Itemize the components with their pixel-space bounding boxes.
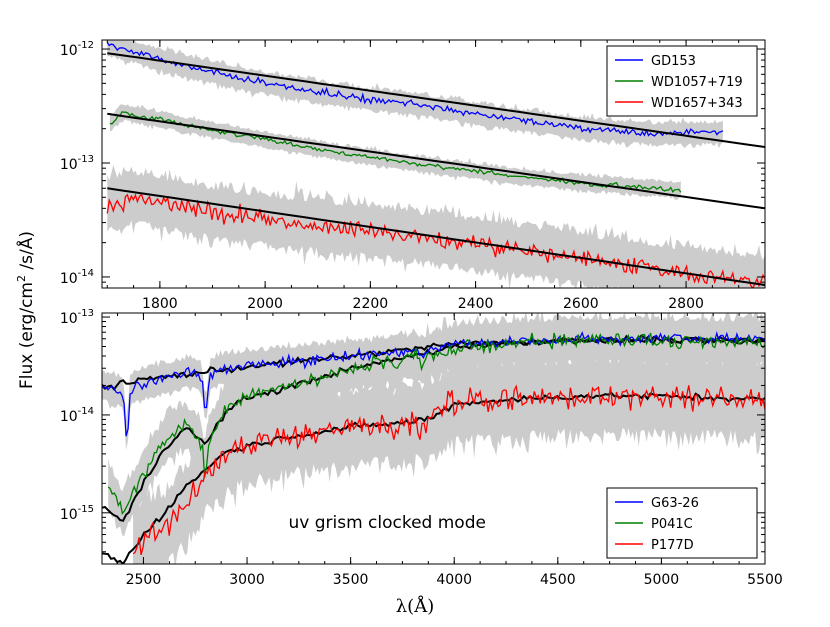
y-tick-label: 10-15 [60, 504, 94, 523]
y-tick-label: 10-14 [60, 406, 94, 425]
x-tick-label: 5500 [747, 572, 783, 588]
legend-label: WD1057+719 [651, 75, 743, 90]
x-tick-label: 2800 [668, 296, 704, 312]
y-tick-label: 10-13 [60, 154, 94, 173]
model-line-wd1657-343-model [107, 187, 765, 286]
bottom-axes-frame [101, 312, 766, 565]
series-line-wd1657-343 [106, 193, 765, 288]
y-axis-label-rest: /s/Å) [15, 231, 37, 275]
x-tick-label: 2000 [247, 296, 283, 312]
model-line-gd153-model [107, 52, 765, 148]
series-line-gd153 [106, 42, 724, 137]
y-tick-label: 10-14 [60, 268, 94, 287]
model-line-wd1057-719-model [107, 112, 765, 210]
legend-label: GD153 [651, 54, 696, 69]
error-band-p041c [108, 313, 765, 536]
x-tick-label: 2400 [458, 296, 494, 312]
x-tick-label: 4500 [540, 572, 576, 588]
bottom-plot-area [102, 313, 765, 564]
panel-annotation: uv grism clocked mode [288, 513, 485, 533]
bottom-panel: 2500 3000 3500 4000 4500 5000 5500 10-15 10-14 10… [60, 308, 783, 588]
legend-label: WD1657+343 [651, 96, 743, 111]
x-tick-label: 3500 [333, 572, 369, 588]
x-tick-label: 1800 [142, 296, 178, 312]
legend-label: P041C [651, 517, 693, 532]
legend-label: P177D [651, 538, 694, 553]
series-line-p177d [132, 384, 765, 556]
legend-label: G63-26 [651, 496, 699, 511]
y-tick-label: 10-12 [60, 40, 94, 59]
x-axis-label: λ(Å) [396, 595, 434, 617]
bottom-legend: G63-26 P041C P177D [606, 487, 758, 559]
y-tick-label: 10-13 [60, 308, 94, 327]
x-tick-label: 4000 [436, 572, 472, 588]
top-legend: GD153 WD1057+719 WD1657+343 [606, 45, 758, 117]
error-band-wd1657-343 [107, 164, 765, 288]
x-tick-label: 5000 [644, 572, 680, 588]
top-panel: 1800 2000 2200 2400 2600 2800 10-14 10-13 10-12 G… [60, 39, 766, 312]
x-tick-label: 2500 [126, 572, 162, 588]
x-tick-label: 2200 [353, 296, 389, 312]
x-tick-label: 2600 [563, 296, 599, 312]
y-axis-label: Flux (erg/cm2 /s/Å) [15, 231, 37, 389]
y-axis-label-sup: 2 [15, 275, 28, 282]
series-line-p041c [107, 332, 765, 515]
series-line-g63-26 [102, 330, 765, 437]
top-plot-area [106, 40, 765, 288]
x-tick-label: 3000 [229, 572, 265, 588]
top-axes-frame [101, 39, 766, 289]
y-axis-label-main: Flux (erg/cm [17, 282, 37, 389]
error-band-gd153 [107, 40, 723, 149]
error-band-p177d [133, 343, 765, 564]
